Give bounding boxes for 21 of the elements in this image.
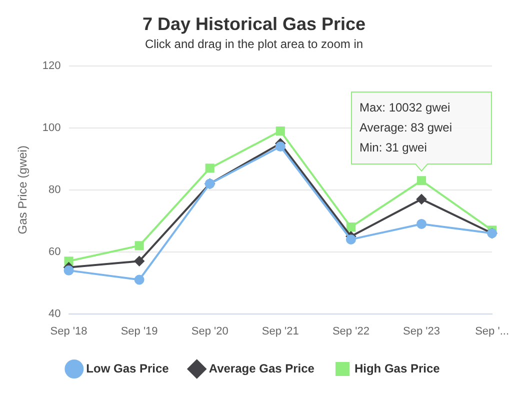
legend-label: Average Gas Price (208, 361, 315, 376)
legend-label: Low Gas Price (86, 361, 170, 376)
x-tick-label: Sep '19 (120, 325, 158, 338)
y-tick-label: 60 (48, 246, 61, 258)
x-tick-label: Sep '... (475, 325, 510, 338)
y-tick-label: 40 (48, 308, 61, 320)
annotation: Average: 83 gwei (360, 120, 452, 134)
x-tick-label: Sep '23 (403, 325, 440, 338)
chart-subtitle: Click and drag in the plot area to zoom in (144, 37, 364, 52)
chart-title: 7 Day Historical Gas Price (142, 14, 366, 34)
x-tick-label: Sep '20 (191, 325, 228, 338)
annotation: Min: 31 gwei (360, 140, 427, 154)
y-tick-label: 120 (42, 60, 61, 72)
x-tick-label: Sep '21 (262, 325, 299, 338)
y-tick-label: 80 (48, 184, 61, 196)
annotation: Max: 10032 gwei (360, 100, 450, 114)
legend-label: High Gas Price (354, 361, 440, 376)
y-tick-label: 100 (42, 122, 61, 134)
x-tick-label: Sep '22 (332, 325, 370, 338)
x-tick-label: Sep '18 (50, 325, 88, 338)
y-axis-title: Gas Price (gwei) (16, 146, 30, 234)
